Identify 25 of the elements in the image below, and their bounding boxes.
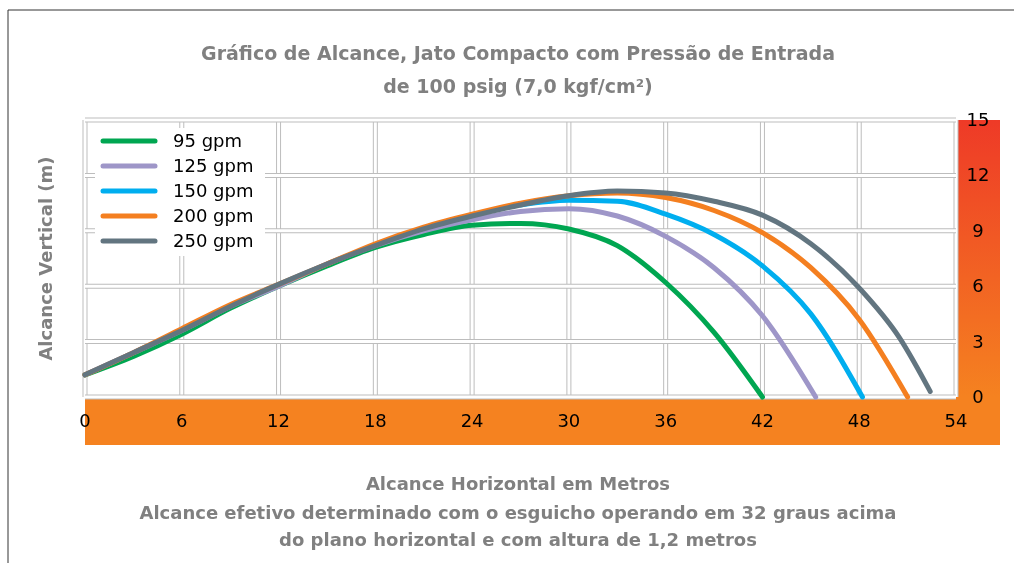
y-axis-title: Alcance Vertical (m) [35,156,56,361]
x-tick-label: 30 [557,410,581,431]
y-tick-label: 12 [966,164,990,186]
x-tick-label: 48 [847,410,871,431]
legend-label: 250 gpm [173,230,254,251]
x-tick-label: 12 [267,410,291,431]
y-tick-label: 15 [966,109,990,130]
chart-title: Gráfico de Alcance, Jato Compacto com Pressão de Entrada de 100 psig (7,0 kgf/cm²) [201,42,835,97]
x-tick-label: 24 [460,410,484,431]
y-tick-label: 9 [972,219,984,241]
x-tick-label: 36 [654,410,678,431]
x-tick-label: 0 [79,410,91,431]
legend-label: 95 gpm [173,130,243,151]
legend-label: 125 gpm [173,155,254,176]
y-tick-label: 0 [972,386,984,407]
x-tick-label: 42 [750,410,774,431]
x-tick-label: 6 [176,410,188,431]
legend-label: 150 gpm [173,180,254,201]
y-tick-label: 3 [972,330,984,352]
x-axis-title: Alcance Horizontal em Metros [365,473,671,494]
legend-label: 200 gpm [173,205,254,226]
x-tick-label: 54 [944,410,968,431]
y-tick-label: 6 [972,275,984,297]
text: Alcance efetivo determinado com o esguicho operando em 32 graus acima do plano horizontal e com altura de 1,2 metros [139,502,897,550]
x-tick-label: 18 [363,410,387,431]
